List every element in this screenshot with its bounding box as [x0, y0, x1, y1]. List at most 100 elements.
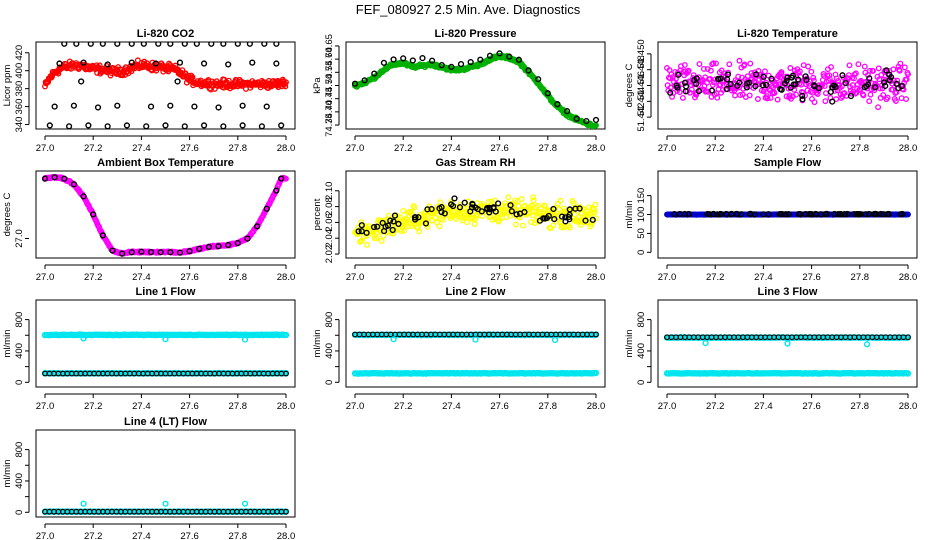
y-tick-label: 0 [636, 250, 647, 255]
y-tick-label: 800 [14, 312, 25, 328]
data-point [384, 222, 392, 229]
data-point [541, 215, 549, 222]
data-point [901, 64, 908, 71]
data-point [885, 211, 893, 218]
data-point [263, 205, 270, 212]
x-tick-label: 27.8 [229, 272, 248, 283]
y-tick-label: 2.10 [324, 182, 335, 201]
x-tick-label: 27.0 [36, 272, 55, 283]
x-tick-label: 27.2 [394, 143, 413, 154]
data-point [551, 336, 559, 344]
plot-frame [345, 299, 606, 388]
x-tick-label: 27.6 [180, 272, 199, 283]
data-point [87, 42, 94, 47]
plot-frame [345, 170, 606, 259]
data-point [220, 123, 227, 129]
data-point [752, 83, 759, 90]
data-point [104, 61, 111, 68]
data-point [278, 175, 285, 182]
data-point [880, 211, 887, 218]
y-tick-label: 150 [636, 188, 647, 204]
series-2.5-min-average [42, 57, 289, 93]
x-tick-label: 27.0 [36, 401, 55, 412]
data-point [783, 77, 790, 84]
x-tick-label: 27.6 [490, 401, 509, 412]
y-axis-label: ml/min [2, 330, 13, 358]
data-point [536, 217, 544, 224]
data-point [508, 208, 515, 215]
data-point [803, 76, 810, 83]
data-point [866, 67, 873, 74]
data-point [225, 61, 232, 68]
data-point [754, 96, 761, 102]
data-point [73, 42, 80, 47]
data-point [865, 78, 872, 85]
data-point [451, 195, 458, 202]
plot-frame [345, 41, 606, 130]
x-tick-label: 27.4 [754, 401, 773, 412]
chart-title: Line 2 Flow [446, 286, 506, 298]
x-tick-label: 27.2 [394, 401, 413, 412]
data-point [535, 76, 542, 83]
data-point [370, 223, 378, 231]
x-tick-label: 27.0 [658, 272, 677, 283]
data-point [878, 71, 885, 78]
y-tick-label: 400 [14, 473, 25, 489]
data-point [525, 67, 532, 74]
x-tick-label: 27.8 [229, 401, 248, 412]
x-tick-label: 27.0 [36, 531, 55, 540]
y-axis-label: percent [312, 198, 323, 230]
data-point [419, 55, 426, 62]
data-point [562, 218, 569, 225]
data-point [371, 235, 378, 242]
data-point [782, 211, 789, 218]
data-point [273, 187, 280, 194]
data-point [807, 211, 815, 218]
x-tick-label: 27.0 [658, 401, 677, 412]
y-tick-label: 27.0 [14, 229, 25, 248]
series-diagnostic [667, 67, 906, 105]
x-tick-label: 27.6 [180, 531, 199, 540]
data-point [205, 243, 212, 250]
data-point [829, 84, 836, 91]
data-point [802, 73, 809, 80]
data-point [872, 84, 879, 91]
data-point [46, 122, 53, 129]
data-point [718, 67, 725, 74]
data-point [898, 82, 906, 90]
data-point [809, 89, 816, 96]
data-point [880, 92, 887, 98]
x-tick-label: 27.8 [539, 272, 558, 283]
data-point [544, 90, 551, 97]
y-tick-label: 400 [324, 343, 335, 359]
data-point [518, 196, 525, 202]
data-point [828, 64, 835, 71]
data-point [436, 223, 443, 230]
data-point [741, 61, 748, 68]
y-tick-label: 800 [14, 442, 25, 458]
data-point [123, 122, 131, 129]
data-point [710, 60, 717, 67]
x-tick-label: 27.2 [84, 531, 103, 540]
data-point [572, 205, 579, 212]
series-diagnostic [41, 174, 285, 257]
data-point [486, 52, 494, 59]
data-point [759, 82, 767, 89]
y-axis-label: ml/min [312, 330, 323, 358]
data-point [241, 500, 249, 507]
data-point [847, 93, 855, 100]
x-tick-label: 27.0 [36, 143, 55, 154]
data-point [364, 241, 371, 248]
data-point [860, 92, 867, 99]
data-point [736, 57, 743, 64]
data-point [138, 248, 145, 255]
data-point [80, 59, 87, 66]
data-point [128, 42, 135, 47]
data-point [705, 88, 712, 95]
data-point [905, 71, 911, 78]
x-tick-label: 27.4 [442, 272, 461, 283]
data-point [215, 243, 222, 250]
data-point [152, 60, 159, 67]
data-point [682, 83, 690, 90]
